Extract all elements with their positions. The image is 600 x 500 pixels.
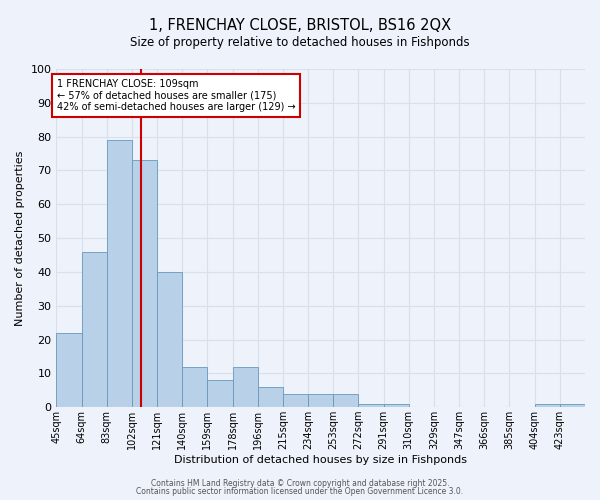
Bar: [383, 404, 409, 407]
Bar: [157, 272, 182, 407]
Bar: [132, 160, 157, 407]
Bar: [333, 394, 358, 407]
Bar: [258, 387, 283, 407]
Text: 1, FRENCHAY CLOSE, BRISTOL, BS16 2QX: 1, FRENCHAY CLOSE, BRISTOL, BS16 2QX: [149, 18, 451, 32]
Bar: [208, 380, 233, 407]
Y-axis label: Number of detached properties: Number of detached properties: [15, 150, 25, 326]
Text: 1 FRENCHAY CLOSE: 109sqm
← 57% of detached houses are smaller (175)
42% of semi-: 1 FRENCHAY CLOSE: 109sqm ← 57% of detach…: [57, 79, 296, 112]
Bar: [182, 366, 208, 407]
Bar: [107, 140, 132, 407]
Bar: [82, 252, 107, 407]
Text: Size of property relative to detached houses in Fishponds: Size of property relative to detached ho…: [130, 36, 470, 49]
Bar: [56, 333, 82, 407]
Text: Contains HM Land Registry data © Crown copyright and database right 2025.: Contains HM Land Registry data © Crown c…: [151, 478, 449, 488]
Bar: [283, 394, 308, 407]
Bar: [535, 404, 560, 407]
Bar: [560, 404, 585, 407]
Bar: [233, 366, 258, 407]
Text: Contains public sector information licensed under the Open Government Licence 3.: Contains public sector information licen…: [136, 487, 464, 496]
X-axis label: Distribution of detached houses by size in Fishponds: Distribution of detached houses by size …: [174, 455, 467, 465]
Bar: [358, 404, 383, 407]
Bar: [308, 394, 333, 407]
